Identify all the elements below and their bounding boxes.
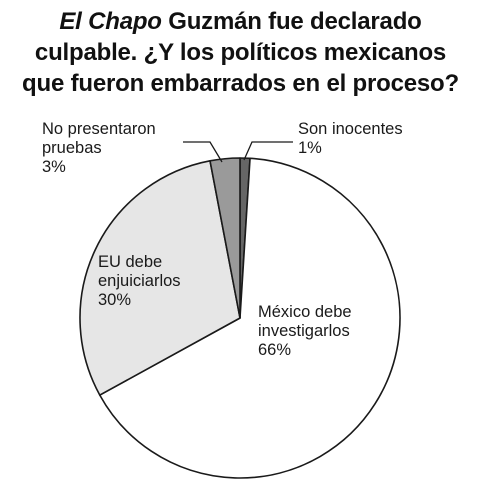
slice-label-line: pruebas bbox=[42, 139, 102, 157]
title-line-2: culpable. ¿Y los políticos mexicanos bbox=[34, 39, 447, 66]
slice-label-line: EU debe bbox=[98, 253, 162, 271]
pie-slice-no-presentaron-pruebas bbox=[209, 157, 241, 319]
slice-label-line: No presentaron bbox=[42, 120, 156, 138]
slice-value-label: 3% bbox=[42, 158, 66, 176]
pie-slices bbox=[79, 157, 401, 479]
slice-value-label: 1% bbox=[298, 139, 322, 157]
title-line-1-rest: Guzmán fue declarado bbox=[161, 8, 422, 35]
slice-label-mexico-debe-investigarlos: México debe investigarlos 66% bbox=[258, 303, 352, 359]
chart-title: El Chapo Guzmán fue declarado culpable. … bbox=[0, 6, 481, 99]
slice-label-line: enjuiciarlos bbox=[98, 272, 181, 290]
slice-label-no-presentaron-pruebas: No presentaron pruebas 3% bbox=[42, 120, 156, 176]
title-line-1: El Chapo Guzmán fue declarado bbox=[0, 6, 481, 37]
slice-value-label: 30% bbox=[98, 291, 131, 309]
slice-label-line: Son inocentes bbox=[298, 120, 403, 138]
slice-value-label: 66% bbox=[258, 341, 291, 359]
slice-label-eu-debe-enjuiciarlos: EU debe enjuiciarlos 30% bbox=[98, 253, 181, 309]
title-emphasis: El Chapo bbox=[59, 8, 162, 35]
slice-label-line: investigarlos bbox=[258, 322, 350, 340]
leader-lines bbox=[183, 141, 293, 163]
leader-line-son-inocentes bbox=[243, 141, 293, 161]
leader-line-no-presentaron-pruebas bbox=[183, 141, 223, 163]
pie-slice-mexico-debe-investigarlos bbox=[98, 157, 401, 479]
pie-slice-eu-debe-enjuiciarlos bbox=[79, 160, 241, 396]
slice-label-son-inocentes: Son inocentes 1% bbox=[298, 120, 403, 157]
title-line-3: que fueron embarrados en el proceso? bbox=[22, 70, 459, 97]
slice-label-line: México debe bbox=[258, 303, 352, 321]
slice-labels: Son inocentes 1% México debe investigarlos 6… bbox=[42, 120, 403, 359]
